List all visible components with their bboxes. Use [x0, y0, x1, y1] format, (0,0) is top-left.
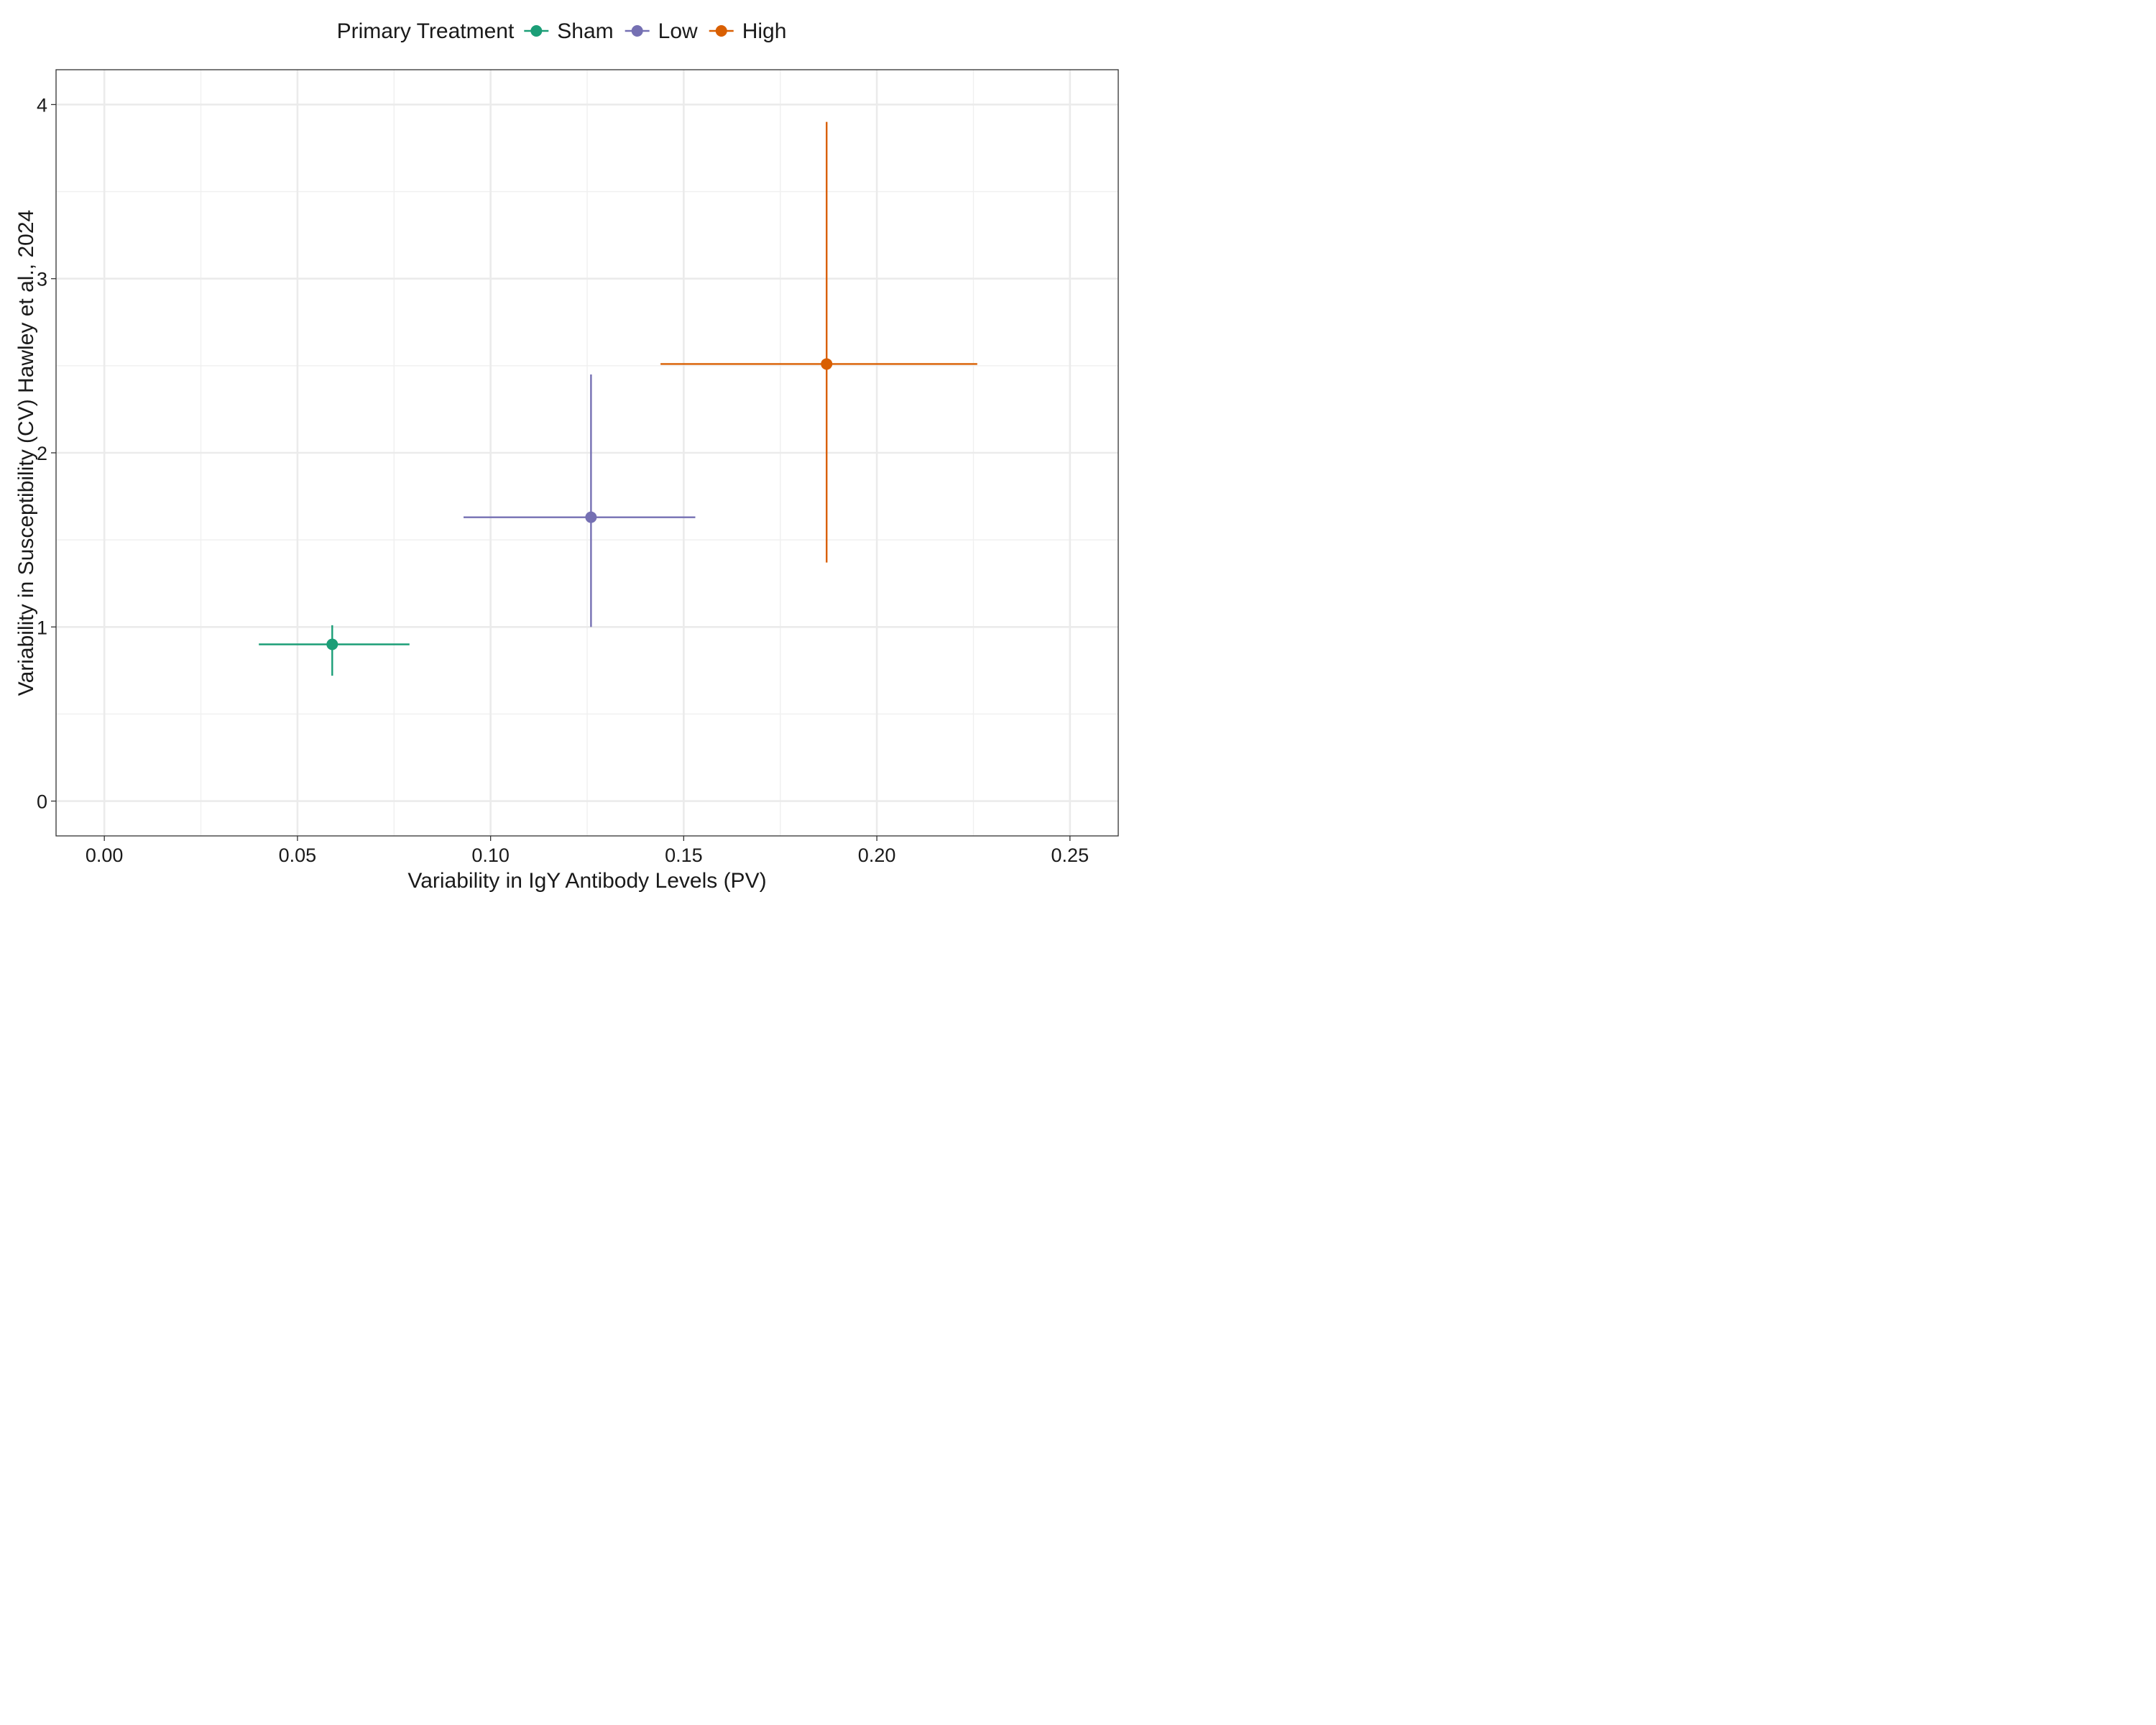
- point-low: [585, 511, 597, 523]
- x-axis-title: Variability in IgY Antibody Levels (PV): [407, 869, 766, 893]
- point-high: [821, 358, 833, 370]
- legend-item-high: High: [709, 19, 787, 43]
- x-tick-label: 0.00: [86, 845, 124, 866]
- legend-key-point-sham: [530, 25, 543, 37]
- legend-label-low: Low: [658, 19, 698, 43]
- legend-item-sham: Sham: [524, 19, 614, 43]
- x-tick-label: 0.25: [1051, 845, 1089, 866]
- series-high: [660, 121, 977, 563]
- y-tick-label: 2: [37, 443, 47, 464]
- legend-item-low: Low: [625, 19, 698, 43]
- legend-key-point-low: [631, 25, 643, 37]
- axis-ticks: 0.00 0.05 0.10 0.15 0.20 0.25 0 1 2 3 4: [37, 94, 1089, 866]
- chart-svg: Primary Treatment Sham Low High 0.00 0.05 0.…: [14, 19, 1119, 893]
- series-low: [464, 374, 696, 627]
- y-tick-label: 1: [37, 617, 47, 638]
- point-sham: [326, 638, 338, 650]
- y-tick-label: 4: [37, 94, 47, 116]
- y-tick-label: 3: [37, 269, 47, 290]
- legend-label-sham: Sham: [557, 19, 613, 43]
- x-tick-label: 0.10: [471, 845, 510, 866]
- legend: Primary Treatment Sham Low High: [337, 19, 787, 43]
- legend-label-high: High: [742, 19, 787, 43]
- grid: [56, 70, 1118, 836]
- series-sham: [259, 625, 410, 676]
- y-tick-label: 0: [37, 791, 47, 813]
- x-tick-label: 0.15: [665, 845, 703, 866]
- x-tick-label: 0.05: [279, 845, 317, 866]
- x-tick-label: 0.20: [858, 845, 896, 866]
- legend-title: Primary Treatment: [337, 19, 515, 43]
- series-layer: [259, 121, 977, 676]
- y-axis-title: Variability in Susceptibility (CV) Hawle…: [14, 210, 38, 696]
- legend-key-point-high: [715, 25, 727, 37]
- chart: Primary Treatment Sham Low High 0.00 0.05 0.…: [0, 0, 1123, 898]
